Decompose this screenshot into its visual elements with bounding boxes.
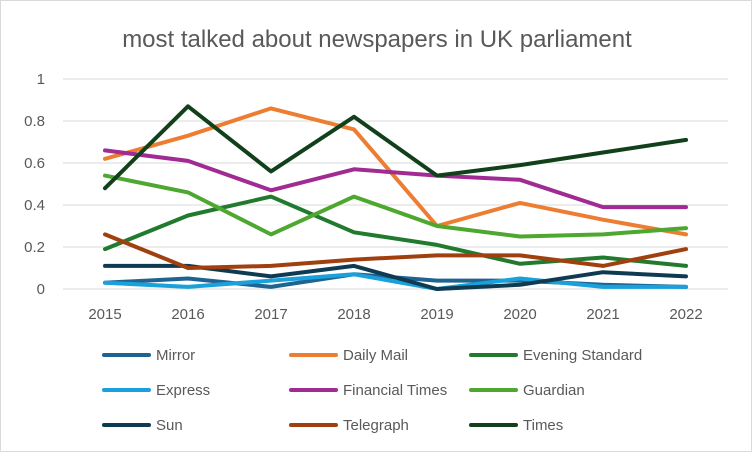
chart-title: most talked about newspapers in UK parli…	[122, 26, 632, 53]
legend-label: Daily Mail	[343, 347, 408, 364]
x-tick-label: 2021	[586, 306, 619, 323]
y-tick-label: 1	[37, 71, 45, 88]
legend-label: Express	[156, 382, 210, 399]
series-line-guardian	[103, 173, 688, 239]
legend-label: Financial Times	[343, 382, 447, 399]
x-tick-label: 2022	[669, 306, 702, 323]
x-tick-label: 2017	[254, 306, 287, 323]
series-line-financial-times	[103, 148, 688, 210]
x-tick-label: 2020	[503, 306, 536, 323]
x-tick-label: 2018	[337, 306, 370, 323]
legend-label: Mirror	[156, 347, 195, 364]
y-tick-label: 0.2	[24, 239, 45, 256]
y-tick-label: 0.8	[24, 113, 45, 130]
series-line-telegraph	[103, 232, 688, 270]
legend-label: Times	[523, 417, 563, 434]
legend-label: Sun	[156, 417, 183, 434]
series-line-express	[103, 272, 688, 291]
y-tick-label: 0	[37, 281, 45, 298]
x-tick-label: 2016	[171, 306, 204, 323]
legend-label: Evening Standard	[523, 347, 642, 364]
series-line-times	[103, 104, 688, 191]
x-tick-label: 2015	[88, 306, 121, 323]
series-line-daily-mail	[103, 106, 688, 237]
x-tick-label: 2019	[420, 306, 453, 323]
y-tick-label: 0.4	[24, 197, 45, 214]
y-tick-label: 0.6	[24, 155, 45, 172]
legend-label: Guardian	[523, 382, 585, 399]
legend-label: Telegraph	[343, 417, 409, 434]
series-line-evening-standard	[103, 194, 688, 268]
